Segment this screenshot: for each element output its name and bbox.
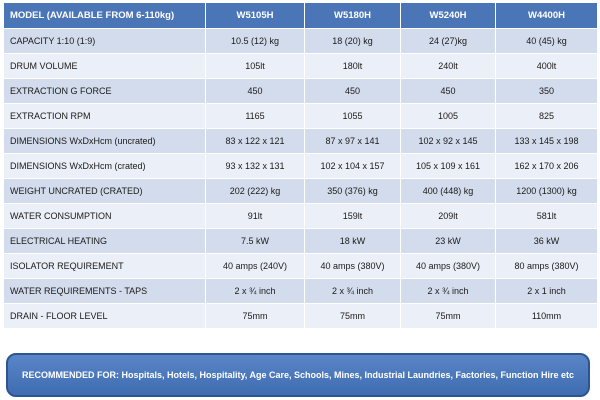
row-value: 7.5 kW <box>205 228 305 254</box>
row-label: WATER CONSUMPTION <box>3 203 206 229</box>
row-value: 2 x ¾ inch <box>400 278 496 304</box>
row-value: 105 x 109 x 161 <box>400 153 496 179</box>
row-value: 91lt <box>205 203 305 229</box>
row-value: 40 amps (380V) <box>400 253 496 279</box>
row-label: EXTRACTION RPM <box>3 103 206 129</box>
table-row: WATER CONSUMPTION 91lt 159lt 209lt 581lt <box>3 203 598 229</box>
row-value: 18 kW <box>304 228 401 254</box>
table-header-row: MODEL (AVAILABLE FROM 6-110kg) W5105H W5… <box>3 2 598 29</box>
table-row: WATER REQUIREMENTS - TAPS 2 x ¾ inch 2 x ¾… <box>3 278 598 304</box>
row-label: DIMENSIONS WxDxHcm (uncrated) <box>3 128 206 154</box>
table-row: CAPACITY 1:10 (1:9) 10.5 (12) kg 18 (20) k… <box>3 28 598 54</box>
row-label: DRAIN - FLOOR LEVEL <box>3 303 206 329</box>
row-label: WATER REQUIREMENTS - TAPS <box>3 278 206 304</box>
row-value: 240lt <box>400 53 496 79</box>
row-value: 2 x ¾ inch <box>304 278 401 304</box>
row-value: 105lt <box>205 53 305 79</box>
table-row: DRAIN - FLOOR LEVEL 75mm 75mm 75mm 110mm <box>3 303 598 329</box>
row-value: 102 x 104 x 157 <box>304 153 401 179</box>
header-model-w5180h: W5180H <box>304 2 401 29</box>
row-value: 75mm <box>400 303 496 329</box>
row-label: ELECTRICAL HEATING <box>3 228 206 254</box>
row-value: 581lt <box>495 203 598 229</box>
row-value: 102 x 92 x 145 <box>400 128 496 154</box>
table-body: CAPACITY 1:10 (1:9) 10.5 (12) kg 18 (20) k… <box>3 28 598 329</box>
row-value: 162 x 170 x 206 <box>495 153 598 179</box>
row-value: 133 x 145 x 198 <box>495 128 598 154</box>
recommended-for-banner: RECOMMENDED FOR: Hospitals, Hotels, Hosp… <box>6 353 590 397</box>
row-value: 1055 <box>304 103 401 129</box>
row-value: 1005 <box>400 103 496 129</box>
row-value: 2 x 1 inch <box>495 278 598 304</box>
table-row: ELECTRICAL HEATING 7.5 kW 18 kW 23 kW 36 kW <box>3 228 598 254</box>
row-value: 36 kW <box>495 228 598 254</box>
table-row: DRUM VOLUME 105lt 180lt 240lt 400lt <box>3 53 598 79</box>
spec-table: MODEL (AVAILABLE FROM 6-110kg) W5105H W5… <box>3 2 598 329</box>
row-value: 10.5 (12) kg <box>205 28 305 54</box>
header-model-w4400h: W4400H <box>495 2 598 29</box>
row-label: DRUM VOLUME <box>3 53 206 79</box>
row-value: 209lt <box>400 203 496 229</box>
row-value: 80 amps (380V) <box>495 253 598 279</box>
row-value: 1200 (1300) kg <box>495 178 598 204</box>
table-row: EXTRACTION G FORCE 450 450 450 350 <box>3 78 598 104</box>
row-value: 83 x 122 x 121 <box>205 128 305 154</box>
row-value: 23 kW <box>400 228 496 254</box>
row-value: 350 (376) kg <box>304 178 401 204</box>
table-row: WEIGHT UNCRATED (CRATED) 202 (222) kg 350 … <box>3 178 598 204</box>
row-value: 18 (20) kg <box>304 28 401 54</box>
recommended-for-text: RECOMMENDED FOR: Hospitals, Hotels, Hosp… <box>21 370 575 380</box>
table-row: DIMENSIONS WxDxHcm (crated) 93 x 132 x 13… <box>3 153 598 179</box>
row-label: DIMENSIONS WxDxHcm (crated) <box>3 153 206 179</box>
row-value: 159lt <box>304 203 401 229</box>
row-label: CAPACITY 1:10 (1:9) <box>3 28 206 54</box>
row-value: 110mm <box>495 303 598 329</box>
row-value: 1165 <box>205 103 305 129</box>
header-model-w5240h: W5240H <box>400 2 496 29</box>
row-value: 75mm <box>205 303 305 329</box>
row-value: 40 amps (240V) <box>205 253 305 279</box>
row-value: 450 <box>205 78 305 104</box>
row-value: 202 (222) kg <box>205 178 305 204</box>
header-model-w5105h: W5105H <box>205 2 305 29</box>
row-value: 825 <box>495 103 598 129</box>
row-value: 400 (448) kg <box>400 178 496 204</box>
row-value: 24 (27)kg <box>400 28 496 54</box>
row-label: EXTRACTION G FORCE <box>3 78 206 104</box>
row-label: WEIGHT UNCRATED (CRATED) <box>3 178 206 204</box>
row-value: 93 x 132 x 131 <box>205 153 305 179</box>
row-value: 40 (45) kg <box>495 28 598 54</box>
table-row: EXTRACTION RPM 1165 1055 1005 825 <box>3 103 598 129</box>
table-row: ISOLATOR REQUIREMENT 40 amps (240V) 40 amp… <box>3 253 598 279</box>
row-value: 40 amps (380V) <box>304 253 401 279</box>
header-model-label: MODEL (AVAILABLE FROM 6-110kg) <box>3 2 206 29</box>
row-value: 450 <box>304 78 401 104</box>
row-value: 350 <box>495 78 598 104</box>
row-value: 450 <box>400 78 496 104</box>
table-row: DIMENSIONS WxDxHcm (uncrated) 83 x 122 x … <box>3 128 598 154</box>
row-value: 87 x 97 x 141 <box>304 128 401 154</box>
row-value: 2 x ¾ inch <box>205 278 305 304</box>
row-value: 400lt <box>495 53 598 79</box>
row-label: ISOLATOR REQUIREMENT <box>3 253 206 279</box>
row-value: 75mm <box>304 303 401 329</box>
row-value: 180lt <box>304 53 401 79</box>
